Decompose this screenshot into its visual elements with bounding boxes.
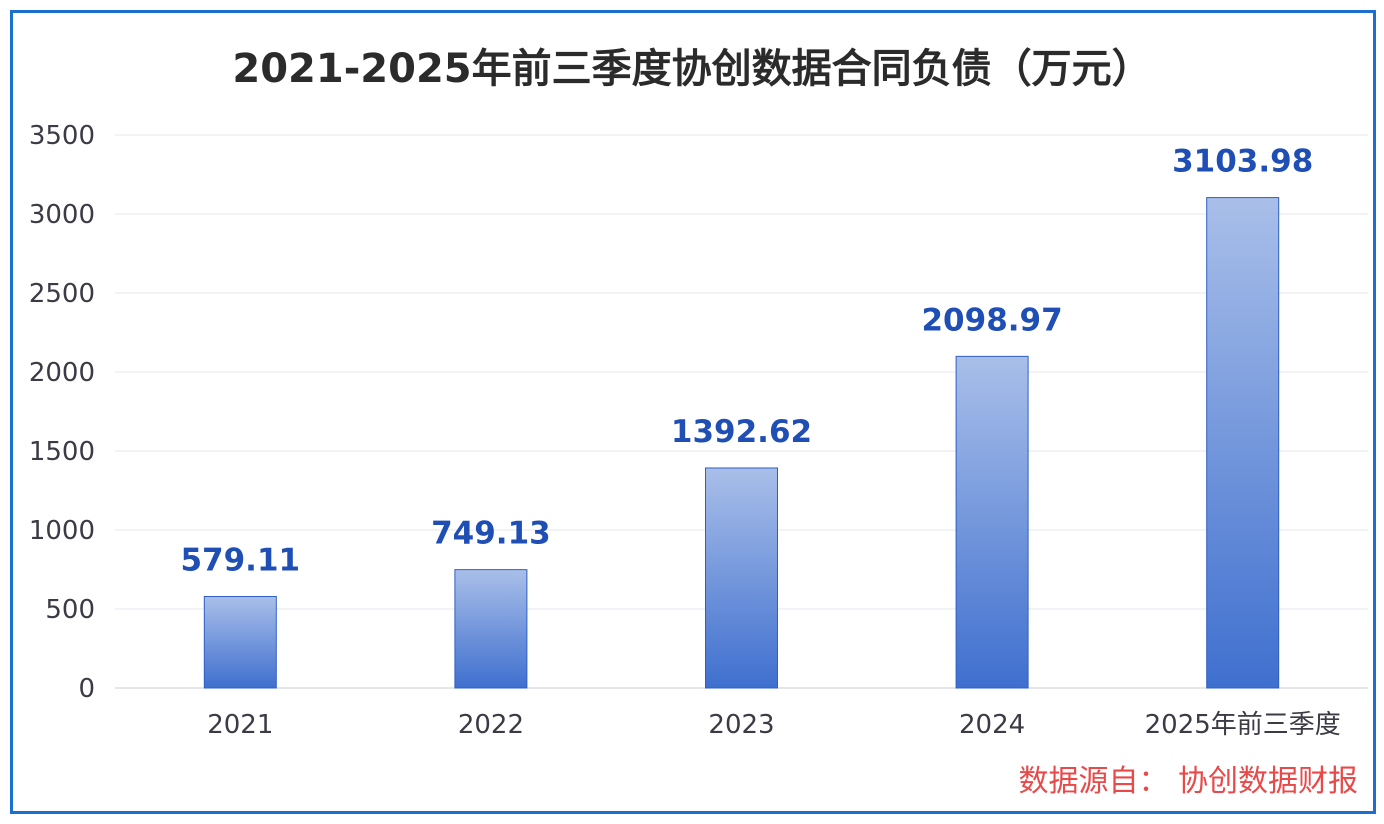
data-source-note: 数据源自： 协创数据财报 (1018, 764, 1358, 799)
bar (705, 467, 778, 689)
y-tick-label: 1500 (29, 437, 95, 467)
y-tick-label: 0 (78, 674, 95, 704)
y-tick-label: 2000 (29, 358, 95, 388)
data-label: 579.11 (180, 543, 300, 579)
x-tick-label: 2023 (708, 710, 774, 740)
bar (955, 355, 1029, 689)
bar (454, 569, 528, 689)
y-tick-label: 3500 (29, 121, 95, 151)
data-label: 749.13 (431, 516, 551, 552)
data-label: 1392.62 (671, 414, 812, 450)
chart-title: 2021-2025年前三季度协创数据合同负债（万元） (232, 46, 1152, 92)
y-tick-label: 500 (45, 595, 95, 625)
data-label: 2098.97 (921, 302, 1062, 338)
y-tick-label: 2500 (29, 279, 95, 309)
y-tick-label: 1000 (29, 516, 95, 546)
y-tick-label: 3000 (29, 200, 95, 230)
data-label: 3103.98 (1172, 144, 1313, 180)
x-tick-label: 2024 (959, 710, 1025, 740)
x-tick-label: 2022 (458, 710, 524, 740)
bar (203, 596, 277, 689)
x-tick-label: 2021 (207, 710, 273, 740)
x-tick-label: 2025年前三季度 (1145, 710, 1341, 740)
bar (1206, 197, 1280, 689)
